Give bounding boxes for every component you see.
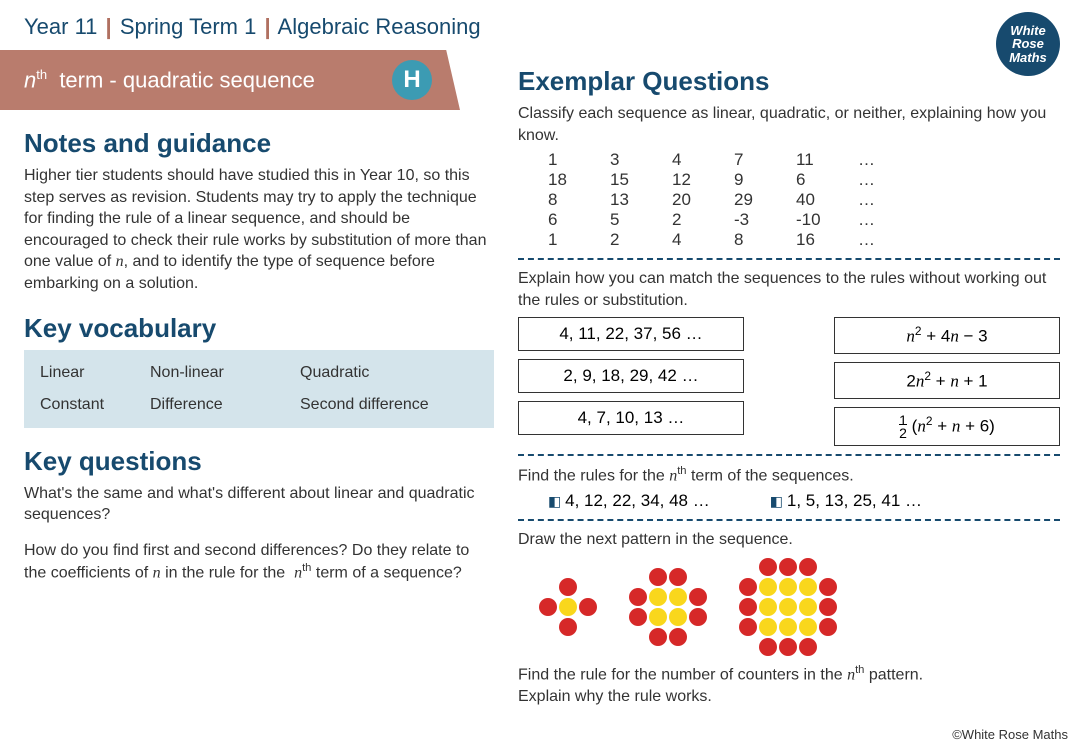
draw-next: Draw the next pattern in the sequence. bbox=[518, 529, 1060, 551]
match-col-left: 4, 11, 22, 37, 56 … 2, 9, 18, 29, 42 … 4, … bbox=[518, 317, 744, 446]
notes-text: Higher tier students should have studied… bbox=[24, 165, 494, 295]
pattern-icon bbox=[628, 567, 708, 647]
find-rules: Find the rules for the nth term of the s… bbox=[518, 464, 1060, 487]
pattern-icon bbox=[538, 577, 598, 637]
vocab-row: Linear Non-linear Quadratic bbox=[40, 364, 478, 382]
right-column: Exemplar Questions Classify each sequenc… bbox=[518, 110, 1060, 707]
divider bbox=[518, 258, 1060, 260]
left-column: Notes and guidance Higher tier students … bbox=[24, 110, 494, 707]
match-col-right: n2 + 4n − 3 2n2 + n + 1 12 (n2 + n + 6) bbox=[834, 317, 1060, 446]
questions-heading: Key questions bbox=[24, 446, 494, 477]
question-1: What's the same and what's different abo… bbox=[24, 483, 494, 526]
higher-badge: H bbox=[392, 60, 432, 100]
header-year: Year 11 bbox=[24, 14, 97, 39]
separator: | bbox=[264, 14, 270, 39]
vocab-heading: Key vocabulary bbox=[24, 313, 494, 344]
vocab-row: Constant Difference Second difference bbox=[40, 396, 478, 414]
match-box: 2n2 + n + 1 bbox=[834, 362, 1060, 399]
match-area: 4, 11, 22, 37, 56 … 2, 9, 18, 29, 42 … 4, … bbox=[518, 317, 1060, 446]
exemplar-heading: Exemplar Questions bbox=[518, 66, 1060, 97]
header-topic: Algebraic Reasoning bbox=[278, 14, 481, 39]
pattern-row bbox=[538, 557, 1060, 657]
divider bbox=[518, 519, 1060, 521]
find-rule-counters: Find the rule for the number of counters… bbox=[518, 663, 1060, 686]
vocab-table: Linear Non-linear Quadratic Constant Dif… bbox=[24, 350, 494, 428]
notes-heading: Notes and guidance bbox=[24, 128, 494, 159]
sequence-table: 134711…18151296…813202940…652-3-10…12481… bbox=[548, 150, 1060, 250]
title-ribbon: nth term - quadratic sequence H bbox=[0, 50, 460, 110]
classify-intro: Classify each sequence as linear, quadra… bbox=[518, 103, 1060, 146]
match-box: n2 + 4n − 3 bbox=[834, 317, 1060, 354]
divider bbox=[518, 454, 1060, 456]
header-breadcrumb: Year 11 | Spring Term 1 | Algebraic Reas… bbox=[24, 14, 481, 40]
question-2: How do you find first and second differe… bbox=[24, 540, 494, 585]
match-box: 2, 9, 18, 29, 42 … bbox=[518, 359, 744, 393]
logo: White Rose Maths bbox=[996, 12, 1060, 76]
ribbon-title: nth term - quadratic sequence bbox=[24, 67, 315, 93]
match-box: 4, 11, 22, 37, 56 … bbox=[518, 317, 744, 351]
match-intro: Explain how you can match the sequences … bbox=[518, 268, 1060, 311]
separator: | bbox=[106, 14, 112, 39]
match-box: 12 (n2 + n + 6) bbox=[834, 407, 1060, 447]
find-items: 4, 12, 22, 34, 48 … 1, 5, 13, 25, 41 … bbox=[548, 491, 1060, 511]
footer-copyright: ©White Rose Maths bbox=[952, 727, 1068, 742]
header-term: Spring Term 1 bbox=[120, 14, 257, 39]
match-box: 4, 7, 10, 13 … bbox=[518, 401, 744, 435]
pattern-icon bbox=[738, 557, 838, 657]
page-header: Year 11 | Spring Term 1 | Algebraic Reas… bbox=[0, 0, 1084, 50]
explain: Explain why the rule works. bbox=[518, 686, 1060, 708]
